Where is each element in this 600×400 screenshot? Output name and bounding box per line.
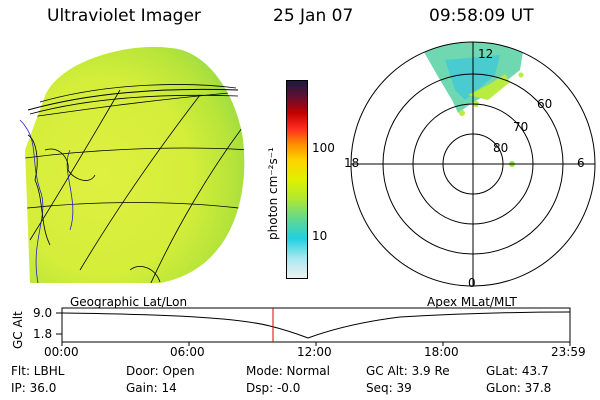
info-glat: GLat: 43.7 (486, 364, 549, 378)
info-flt: Flt: LBHL (11, 364, 65, 378)
y-tick-9: 9.0 (33, 306, 53, 320)
mlt-label-12: 12 (478, 47, 494, 61)
x-tick-1200: 12:00 (297, 345, 332, 359)
apex-title: Apex MLat/MLT (427, 295, 517, 309)
instrument-title: Ultraviolet Imager (47, 6, 201, 26)
info-seq: Seq: 39 (366, 381, 412, 395)
x-tick-1800: 18:00 (424, 345, 459, 359)
x-tick-0000: 00:00 (44, 345, 79, 359)
dayglow-disk (25, 46, 245, 283)
colorbar-tick-10: 10 (312, 229, 328, 243)
info-glon: GLon: 37.8 (486, 381, 552, 395)
mlat-label-70: 70 (513, 120, 529, 134)
info-ip: IP: 36.0 (11, 381, 57, 395)
time-label: 09:58:09 UT (429, 6, 534, 26)
geographic-title: Geographic Lat/Lon (70, 295, 188, 309)
date-label: 25 Jan 07 (273, 6, 354, 26)
colorbar (286, 80, 308, 279)
x-tick-2359: 23:59 (551, 345, 586, 359)
mlt-label-18: 18 (344, 156, 360, 170)
info-gain: Gain: 14 (126, 381, 177, 395)
mlat-label-60: 60 (537, 97, 553, 111)
info-mode: Mode: Normal (246, 364, 330, 378)
info-gc-alt: GC Alt: 3.9 Re (366, 364, 450, 378)
x-tick-0600: 06:00 (170, 345, 205, 359)
y-tick-1-8: 1.8 (33, 327, 53, 341)
altitude-curve (61, 311, 571, 339)
info-dsp: Dsp: -0.0 (246, 381, 301, 395)
mlat-label-80: 80 (493, 141, 509, 155)
mlt-label-6: 6 (577, 156, 585, 170)
colorbar-tick-100: 100 (312, 141, 335, 155)
mlt-label-0: 0 (468, 276, 476, 290)
info-door: Door: Open (126, 364, 195, 378)
